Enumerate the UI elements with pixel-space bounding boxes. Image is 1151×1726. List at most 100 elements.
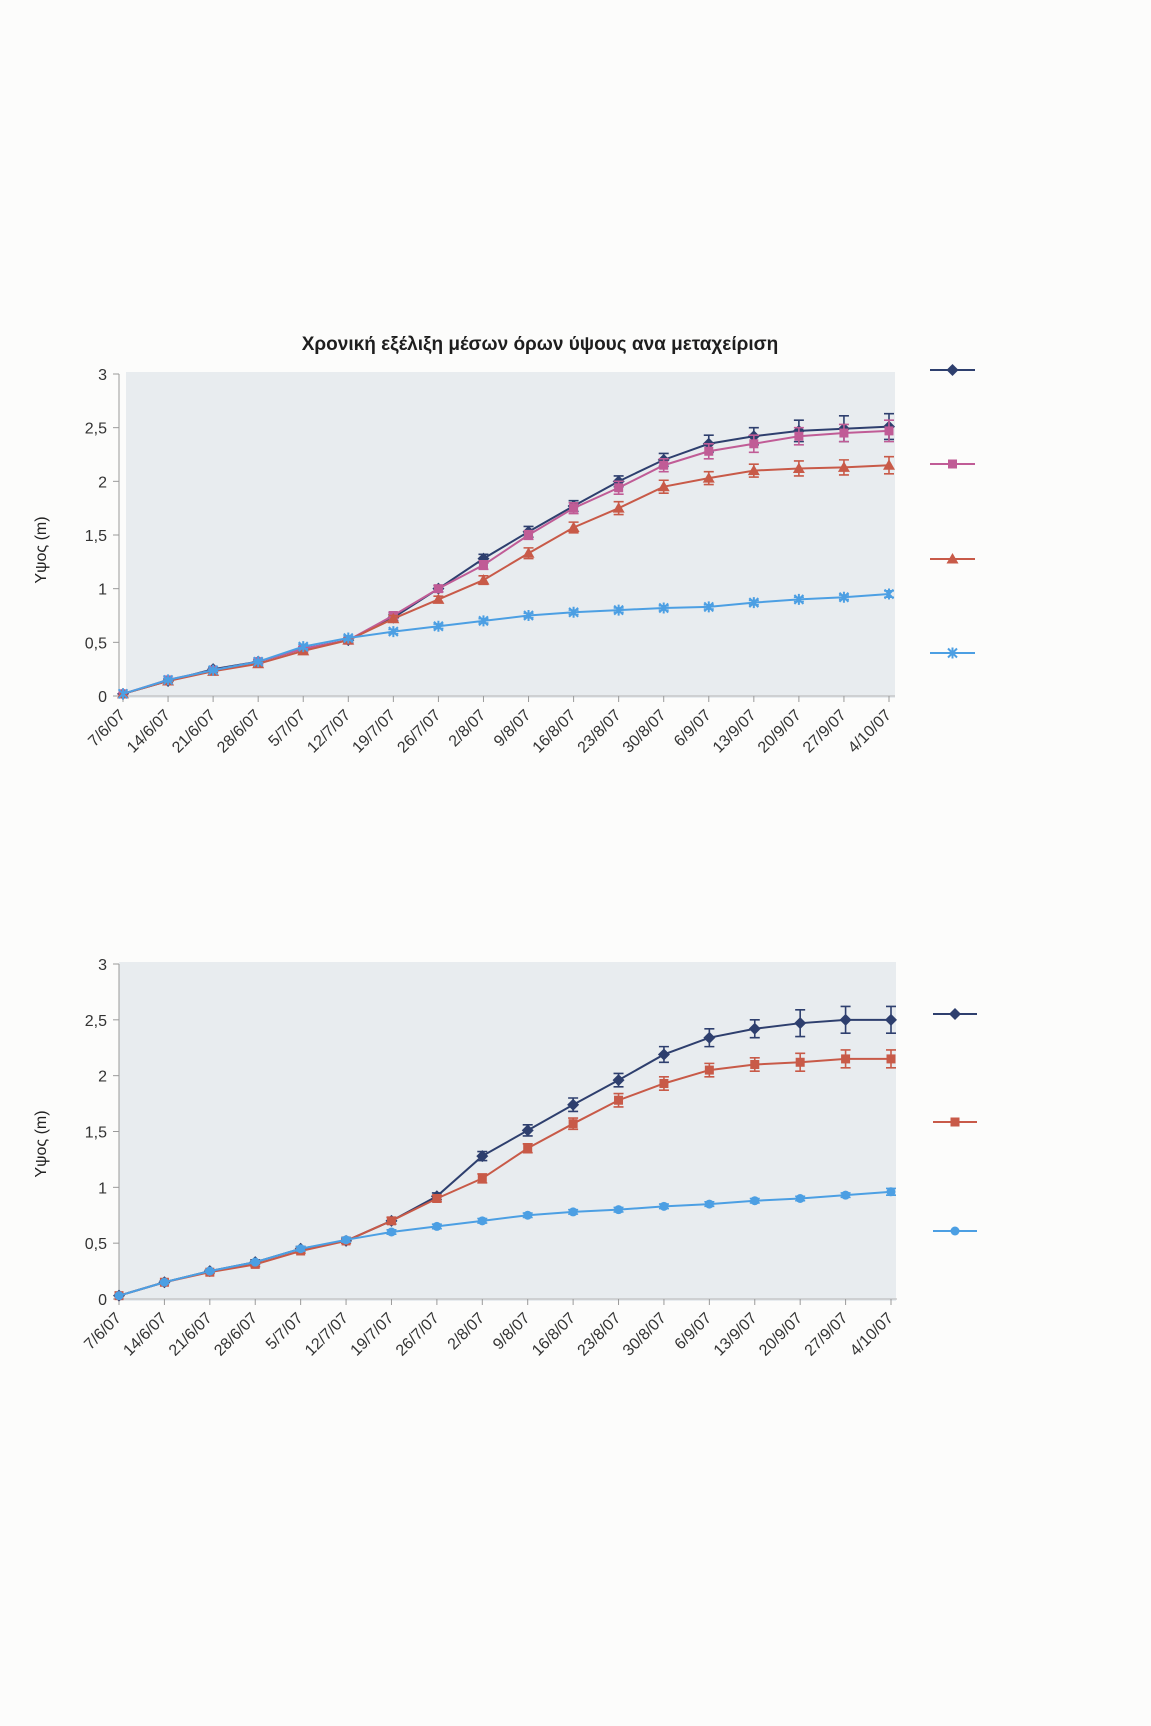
x-tick-label: 27/9/07 [800, 707, 850, 757]
series-line [118, 1057, 891, 1297]
data-point [841, 1054, 851, 1064]
data-point [659, 460, 669, 470]
data-point [524, 530, 534, 540]
data-point [117, 688, 129, 700]
x-tick-label: 13/9/07 [711, 1310, 761, 1360]
data-point [388, 626, 399, 638]
data-point [657, 480, 670, 492]
data-point [207, 664, 219, 676]
chart-title: Χρονική εξέλιξη μέσων όρων ύψους ανα μετ… [302, 334, 779, 355]
data-point [704, 1065, 714, 1075]
x-tick-label: 21/6/07 [166, 1310, 216, 1360]
data-point [885, 1013, 897, 1026]
y-tick-label: 1,5 [85, 1125, 107, 1142]
data-point [477, 1216, 487, 1226]
x-tick-label: 19/7/07 [349, 707, 399, 757]
data-point [432, 1194, 442, 1203]
x-tick-label: 30/8/07 [620, 707, 670, 757]
chart-height-by-treatment-1: 0 0,5 1 1,5 2 2,5 3 7/6/0714/6/0721/6/0728/6/07… [85, 364, 975, 757]
x-tick-label: 28/6/07 [211, 1310, 261, 1360]
data-point [703, 1031, 716, 1044]
data-point [567, 521, 580, 532]
x-tick-label: 5/7/07 [263, 1310, 307, 1354]
x-tick-label: 14/6/07 [124, 707, 174, 757]
data-point [433, 584, 443, 594]
data-point [614, 1095, 624, 1105]
data-point [298, 641, 309, 653]
y-axis-title: Υψος (m) [33, 516, 50, 583]
data-point [884, 426, 894, 436]
x-tick-label: 2/8/07 [446, 707, 490, 751]
x-tick-label: 26/7/07 [393, 1310, 443, 1360]
data-point [567, 1098, 580, 1111]
x-tick-label: 20/9/07 [755, 707, 805, 757]
x-tick-label: 7/6/07 [81, 1310, 125, 1354]
plot-area [119, 962, 896, 1301]
data-point [792, 462, 805, 473]
legend-marker [947, 647, 958, 659]
legend-entry-4 [930, 647, 975, 659]
data-point [521, 1124, 534, 1137]
x-tick-label: 23/8/07 [575, 1310, 625, 1360]
x-tick-label: 26/7/07 [394, 707, 444, 757]
x-tick-label: 6/9/07 [672, 1310, 716, 1354]
data-point [749, 439, 759, 449]
plot-area [126, 372, 895, 698]
data-point [386, 1227, 396, 1237]
y-tick-label: 0 [98, 689, 107, 706]
x-tick-label: 6/9/07 [671, 707, 715, 751]
data-point [837, 461, 850, 472]
data-point [478, 560, 488, 570]
x-tick-label: 16/8/07 [530, 707, 580, 757]
legend-marker [950, 1117, 960, 1127]
data-point [523, 1210, 533, 1220]
data-point [387, 612, 400, 624]
data-point [432, 1221, 442, 1231]
data-point [386, 1216, 396, 1226]
data-point [748, 597, 760, 609]
series-2 [114, 1049, 896, 1301]
legend-marker [948, 459, 957, 469]
data-point [659, 1201, 669, 1211]
legend-entry-1 [930, 364, 975, 376]
data-point [476, 1150, 489, 1163]
data-point [205, 1266, 215, 1276]
legend-marker [950, 1226, 960, 1236]
data-point [522, 547, 535, 558]
data-point [704, 446, 714, 456]
data-point [794, 1017, 807, 1030]
y-tick-label: 1 [98, 582, 107, 599]
data-point [841, 1190, 851, 1200]
x-tick-label: 14/6/07 [120, 1310, 170, 1360]
data-point [613, 604, 624, 616]
data-point [612, 1074, 625, 1087]
data-point [523, 1143, 533, 1153]
data-point [794, 431, 804, 441]
data-point [568, 1207, 578, 1217]
data-point [343, 632, 354, 644]
y-tick-label: 0 [98, 1292, 107, 1309]
data-point [114, 1291, 124, 1301]
x-tick-label: 23/8/07 [575, 707, 625, 757]
y-axis-title: Υψος (m) [33, 1110, 50, 1177]
data-point [568, 1119, 578, 1129]
data-point [883, 588, 895, 600]
data-point [748, 1022, 761, 1035]
data-point [704, 1199, 714, 1209]
series-line [118, 1190, 892, 1297]
data-point [432, 593, 445, 604]
data-point [703, 601, 714, 613]
data-point [612, 502, 625, 513]
data-point [795, 1194, 805, 1203]
x-tick-label: 13/9/07 [710, 707, 760, 757]
y-tick-label: 2,5 [85, 1013, 107, 1030]
legend-marker [946, 553, 959, 564]
x-tick-label: 7/6/07 [85, 707, 129, 751]
x-tick-label: 16/8/07 [529, 1310, 579, 1360]
data-point [477, 574, 490, 585]
series-3 [114, 1187, 896, 1301]
y-tick-label: 3 [98, 957, 107, 974]
data-point [886, 1054, 896, 1064]
series-line [122, 593, 890, 695]
y-tick-label: 0,5 [85, 1236, 107, 1253]
